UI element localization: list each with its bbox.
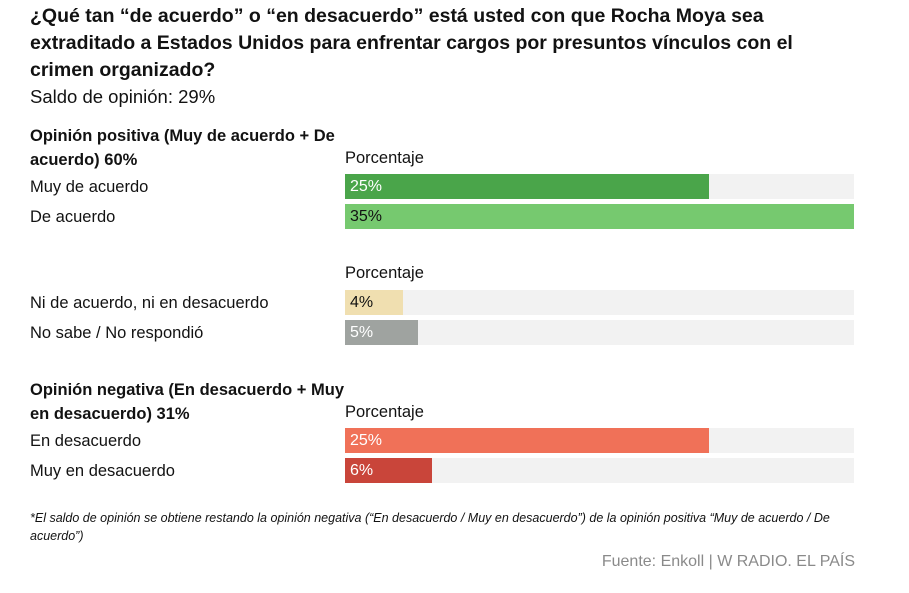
chart-subtitle: Saldo de opinión: 29% (30, 86, 216, 107)
column-header: Porcentaje (345, 264, 424, 282)
bar (345, 204, 854, 229)
source-credit: Fuente: Enkoll | W RADIO. EL PAÍS (601, 553, 855, 570)
chart-title: ¿Qué tan “de acuerdo” o “en desacuerdo” … (30, 5, 793, 81)
bar-track: 25% (345, 174, 854, 199)
bar-track: 35% (345, 204, 854, 229)
row-label: En desacuerdo (30, 432, 141, 450)
row-label: Ni de acuerdo, ni en desacuerdo (30, 294, 269, 312)
group-title-positive: Opinión positiva (Muy de acuerdo + De ac… (30, 127, 335, 169)
row-label: No sabe / No respondió (30, 324, 204, 342)
bar-track: 6% (345, 458, 854, 483)
bar-track: 4% (345, 290, 854, 315)
bar-value-label: 5% (350, 324, 374, 341)
bar-value-label: 4% (350, 294, 374, 311)
row-label: Muy de acuerdo (30, 178, 149, 196)
bar (345, 174, 709, 199)
bar-value-label: 25% (350, 178, 383, 195)
bar (345, 290, 403, 315)
row-label: Muy en desacuerdo (30, 462, 175, 480)
bar-track: 5% (345, 320, 854, 345)
bar-track: 25% (345, 428, 854, 453)
column-header: Porcentaje (345, 149, 424, 167)
bar-value-label: 6% (350, 462, 374, 479)
bar (345, 320, 418, 345)
group-title-negative: Opinión negativa (En desacuerdo + Muy en… (30, 381, 345, 423)
row-label: De acuerdo (30, 208, 116, 226)
bar-value-label: 25% (350, 432, 383, 449)
bar (345, 428, 709, 453)
column-header: Porcentaje (345, 403, 424, 421)
bar-value-label: 35% (350, 208, 383, 225)
footnote: *El saldo de opinión se obtiene restando… (30, 511, 830, 543)
bar (345, 458, 432, 483)
